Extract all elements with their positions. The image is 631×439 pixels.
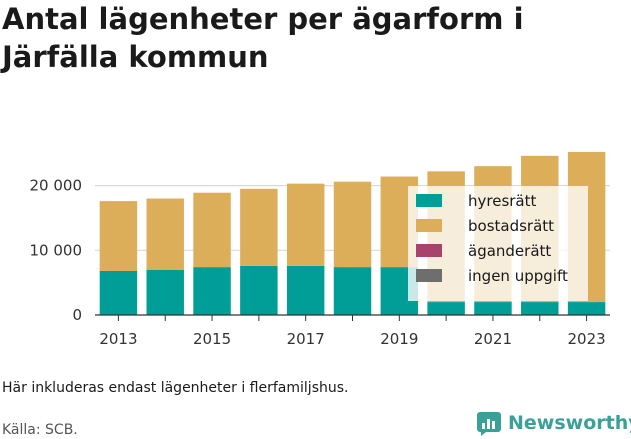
source-text: Källa: SCB. — [2, 422, 78, 438]
y-tick-label: 0 — [72, 306, 82, 324]
bar-segment — [146, 198, 184, 270]
bar-segment — [99, 201, 138, 271]
bar-segment — [193, 267, 231, 315]
x-tick-label: 2013 — [99, 330, 137, 348]
bar-segment — [427, 302, 465, 315]
brand-name: Newsworthy — [508, 412, 631, 434]
y-tick-label: 20 000 — [30, 177, 83, 195]
bar-segment — [240, 265, 278, 315]
bar-chart-logo-icon — [477, 412, 501, 436]
bar-segment — [99, 271, 138, 315]
legend: hyresrätt bostadsrätt äganderätt ingen uppg… — [408, 186, 588, 301]
x-tick-label: 2021 — [474, 330, 512, 348]
bar-segment — [567, 302, 606, 315]
y-axis-tick-labels: 0 10 000 20 000 — [30, 177, 83, 324]
bar-segment — [193, 192, 231, 268]
x-axis-ticks: 2013 2015 2017 2019 2021 2023 — [99, 315, 606, 348]
bar-segment — [146, 269, 184, 315]
legend-label: ingen uppgift — [468, 267, 568, 285]
bar-segment — [240, 188, 278, 266]
legend-label: hyresrätt — [468, 192, 537, 210]
bar-segment — [286, 183, 325, 266]
legend-swatch — [416, 269, 442, 282]
y-tick-label: 10 000 — [30, 241, 83, 259]
legend-swatch — [416, 219, 442, 232]
legend-swatch — [416, 244, 442, 257]
bar-segment — [333, 267, 372, 315]
legend-swatch — [416, 194, 442, 207]
legend-label: äganderätt — [468, 242, 551, 260]
bar-segment — [333, 181, 372, 268]
x-tick-label: 2015 — [193, 330, 231, 348]
legend-label: bostadsrätt — [468, 217, 554, 235]
bar-segment — [474, 302, 512, 315]
chart-title: Antal lägenheter per ägarform i Järfälla… — [2, 2, 524, 74]
bar-segment — [286, 265, 325, 315]
x-tick-label: 2017 — [287, 330, 325, 348]
chart-note: Här inkluderas endast lägenheter i flerf… — [2, 380, 349, 396]
x-tick-label: 2019 — [380, 330, 418, 348]
bars — [99, 151, 606, 315]
x-tick-label: 2023 — [567, 330, 605, 348]
brand-logo[interactable]: Newsworthy — [476, 408, 631, 438]
bar-segment — [521, 302, 559, 315]
